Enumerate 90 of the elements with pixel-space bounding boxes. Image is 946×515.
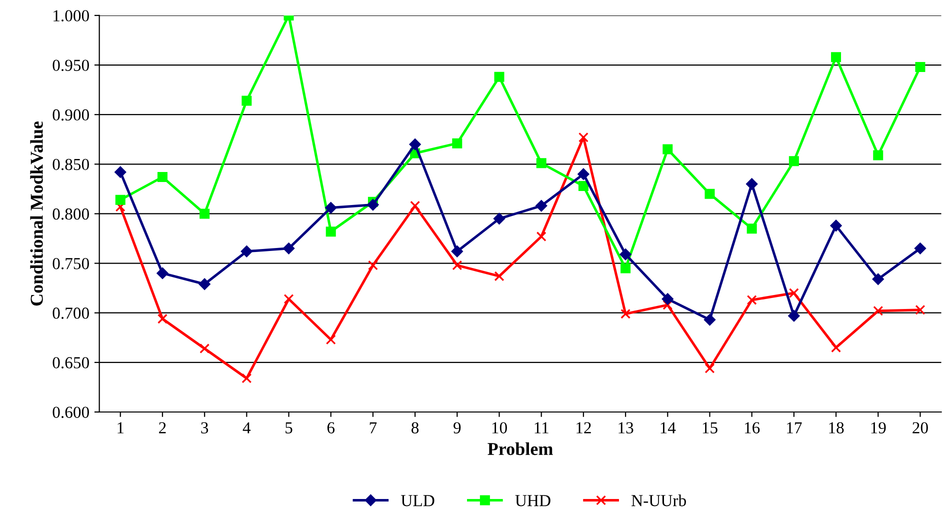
- point: [536, 158, 546, 168]
- point: [114, 166, 126, 178]
- point: [451, 246, 463, 258]
- point: [578, 168, 590, 180]
- point: [915, 304, 926, 315]
- point: [914, 242, 926, 254]
- x-tick-label: 5: [286, 422, 292, 434]
- point: [746, 224, 757, 234]
- point: [704, 188, 715, 199]
- x-tick-label: 9: [454, 422, 461, 434]
- point: [410, 200, 420, 211]
- point: [325, 202, 337, 214]
- point: [831, 52, 842, 62]
- x-tick-label: 7: [370, 422, 377, 434]
- point: [452, 138, 462, 148]
- point: [536, 200, 548, 212]
- x-tick-label: 13: [618, 422, 634, 434]
- y-axis-title: Conditional ModkValue: [30, 121, 43, 306]
- y-tick-label: 0.800: [52, 208, 89, 220]
- point: [283, 242, 295, 254]
- point: [367, 199, 379, 211]
- point: [494, 72, 504, 82]
- point: [240, 246, 252, 258]
- x-tick-label: 20: [912, 422, 928, 434]
- point: [326, 334, 336, 345]
- point: [704, 314, 716, 326]
- point: [788, 288, 799, 298]
- point: [662, 144, 673, 154]
- point: [494, 212, 505, 224]
- point: [200, 208, 210, 219]
- y-tick-label: 0.750: [52, 258, 89, 270]
- x-tick-label: 11: [534, 422, 548, 434]
- point: [873, 150, 884, 160]
- legend-label: UHD: [515, 495, 550, 506]
- x-tick-label: 1: [118, 422, 124, 434]
- x-tick-label: 14: [660, 422, 676, 434]
- point: [746, 178, 758, 190]
- point: [704, 363, 715, 374]
- point: [620, 308, 631, 319]
- point: [115, 194, 126, 205]
- x-tick-label: 8: [412, 422, 419, 434]
- x-tick-label: 19: [871, 422, 886, 434]
- x-axis-title: Problem: [488, 442, 553, 456]
- point: [452, 260, 462, 270]
- x-tick-label: 4: [242, 422, 251, 434]
- legend-label: N-UUrb: [632, 494, 686, 506]
- x-tick-label: 17: [787, 422, 802, 434]
- point: [578, 180, 588, 191]
- point: [409, 138, 421, 150]
- point: [830, 220, 842, 232]
- x-tick-label: 6: [327, 422, 335, 434]
- point: [157, 314, 168, 324]
- point: [620, 263, 631, 274]
- y-tick-label: 1.000: [54, 10, 89, 22]
- x-tick-label: 15: [702, 422, 718, 434]
- point: [662, 293, 674, 305]
- y-tick-label: 0.950: [52, 60, 89, 72]
- y-tick-label: 0.700: [52, 308, 89, 319]
- point: [788, 156, 799, 166]
- point: [284, 294, 294, 304]
- point: [494, 271, 504, 282]
- point: [788, 310, 800, 322]
- point: [368, 260, 378, 270]
- point: [831, 342, 842, 353]
- legend-label: ULD: [401, 495, 434, 506]
- point: [157, 172, 168, 182]
- point: [620, 248, 632, 260]
- x-tick-label: 10: [492, 422, 507, 434]
- point: [915, 62, 926, 72]
- point: [662, 300, 673, 310]
- x-tick-label: 2: [159, 422, 166, 434]
- x-tick-label: 18: [829, 422, 844, 434]
- y-tick-label: 0.650: [52, 357, 89, 368]
- y-tick-label: 0.600: [52, 406, 89, 418]
- point: [746, 294, 757, 305]
- x-tick-label: 3: [201, 422, 208, 434]
- point: [156, 267, 168, 279]
- point: [198, 278, 210, 290]
- x-tick-label: 12: [576, 422, 591, 434]
- y-tick-label: 0.900: [52, 109, 89, 121]
- point: [578, 132, 588, 142]
- point: [242, 373, 252, 384]
- point: [200, 344, 210, 354]
- point: [326, 226, 336, 237]
- point: [873, 306, 884, 316]
- point: [242, 96, 252, 106]
- point: [536, 232, 546, 242]
- x-tick-label: 16: [744, 422, 760, 434]
- point: [872, 273, 884, 285]
- y-tick-label: 0.850: [52, 158, 89, 170]
